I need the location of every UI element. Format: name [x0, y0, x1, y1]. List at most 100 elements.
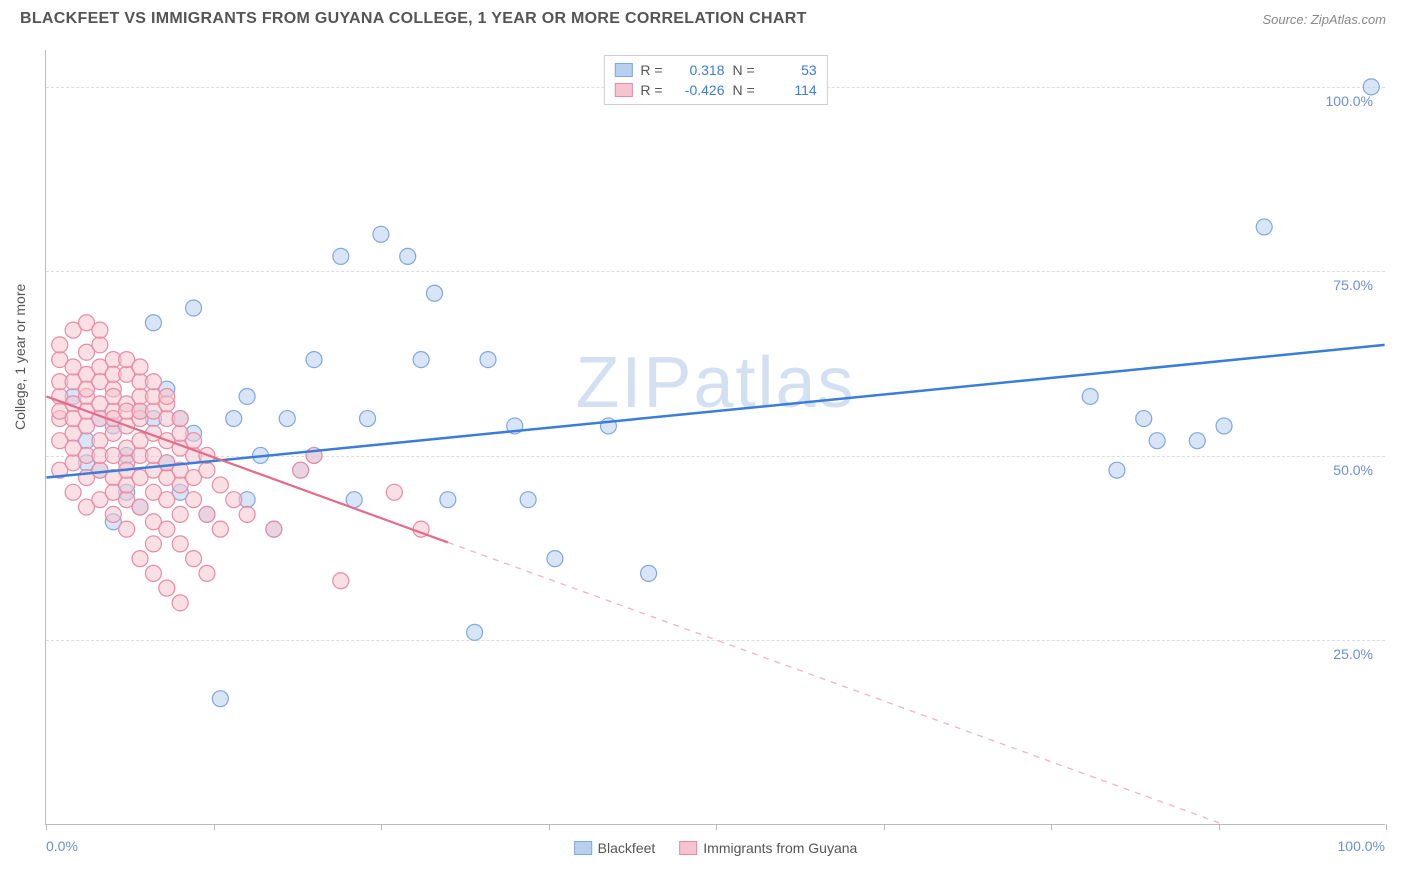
- chart-plot-area: ZIPatlas R = 0.318 N = 53 R = -0.426 N =…: [45, 50, 1385, 825]
- data-point: [172, 411, 188, 427]
- correlation-stats-box: R = 0.318 N = 53 R = -0.426 N = 114: [603, 55, 827, 105]
- r-value: 0.318: [671, 62, 725, 78]
- data-point: [172, 536, 188, 552]
- data-point: [186, 551, 202, 567]
- data-point: [145, 565, 161, 581]
- data-point: [105, 506, 121, 522]
- legend-label: Immigrants from Guyana: [703, 840, 857, 856]
- data-point: [159, 492, 175, 508]
- n-value: 53: [763, 62, 817, 78]
- n-value: 114: [763, 82, 817, 98]
- data-point: [239, 506, 255, 522]
- legend-label: Blackfeet: [598, 840, 656, 856]
- data-point: [467, 624, 483, 640]
- data-point: [132, 551, 148, 567]
- trend-line-dashed: [448, 542, 1385, 824]
- data-point: [159, 580, 175, 596]
- r-label: R =: [640, 82, 662, 98]
- r-label: R =: [640, 62, 662, 78]
- data-point: [1149, 433, 1165, 449]
- x-tick: [1051, 824, 1052, 830]
- data-point: [199, 565, 215, 581]
- trend-line: [46, 345, 1384, 478]
- data-point: [212, 691, 228, 707]
- data-point: [199, 506, 215, 522]
- chart-source: Source: ZipAtlas.com: [1262, 12, 1386, 27]
- data-point: [547, 551, 563, 567]
- data-point: [641, 565, 657, 581]
- r-value: -0.426: [671, 82, 725, 98]
- n-label: N =: [733, 82, 755, 98]
- chart-title: BLACKFEET VS IMMIGRANTS FROM GUYANA COLL…: [20, 10, 807, 28]
- x-tick: [1386, 824, 1387, 830]
- legend-item: Immigrants from Guyana: [679, 840, 857, 856]
- x-tick-label: 100.0%: [1338, 838, 1385, 854]
- x-tick: [381, 824, 382, 830]
- data-point: [145, 315, 161, 331]
- stats-row: R = 0.318 N = 53: [614, 60, 816, 80]
- n-label: N =: [733, 62, 755, 78]
- data-point: [1136, 411, 1152, 427]
- data-point: [480, 352, 496, 368]
- data-point: [119, 521, 135, 537]
- data-point: [159, 388, 175, 404]
- data-point: [1109, 462, 1125, 478]
- data-point: [360, 411, 376, 427]
- stats-row: R = -0.426 N = 114: [614, 80, 816, 100]
- data-point: [132, 359, 148, 375]
- data-point: [186, 433, 202, 449]
- data-point: [226, 492, 242, 508]
- data-point: [145, 536, 161, 552]
- y-axis-label: College, 1 year or more: [12, 284, 28, 430]
- data-point: [333, 248, 349, 264]
- x-tick: [46, 824, 47, 830]
- x-tick: [549, 824, 550, 830]
- data-point: [92, 337, 108, 353]
- data-point: [1256, 219, 1272, 235]
- data-point: [306, 352, 322, 368]
- data-point: [520, 492, 536, 508]
- data-point: [239, 388, 255, 404]
- data-point: [159, 521, 175, 537]
- data-point: [212, 521, 228, 537]
- data-point: [172, 506, 188, 522]
- data-point: [1189, 433, 1205, 449]
- bottom-legend: Blackfeet Immigrants from Guyana: [574, 840, 858, 856]
- data-point: [373, 226, 389, 242]
- data-point: [266, 521, 282, 537]
- x-tick-label: 0.0%: [46, 838, 78, 854]
- series-swatch: [679, 841, 697, 855]
- data-point: [186, 300, 202, 316]
- data-point: [199, 462, 215, 478]
- x-tick: [716, 824, 717, 830]
- data-point: [440, 492, 456, 508]
- data-point: [1216, 418, 1232, 434]
- chart-header: BLACKFEET VS IMMIGRANTS FROM GUYANA COLL…: [0, 0, 1406, 36]
- scatter-svg: [46, 50, 1385, 824]
- data-point: [413, 352, 429, 368]
- data-point: [52, 337, 68, 353]
- data-point: [386, 484, 402, 500]
- x-tick: [1219, 824, 1220, 830]
- data-point: [226, 411, 242, 427]
- data-point: [293, 462, 309, 478]
- data-point: [132, 499, 148, 515]
- series-swatch: [574, 841, 592, 855]
- data-point: [172, 595, 188, 611]
- legend-item: Blackfeet: [574, 840, 656, 856]
- data-point: [65, 484, 81, 500]
- data-point: [92, 322, 108, 338]
- series-swatch: [614, 83, 632, 97]
- data-point: [426, 285, 442, 301]
- data-point: [186, 492, 202, 508]
- data-point: [212, 477, 228, 493]
- x-tick: [884, 824, 885, 830]
- series-swatch: [614, 63, 632, 77]
- data-point: [1363, 79, 1379, 95]
- data-point: [333, 573, 349, 589]
- x-tick: [214, 824, 215, 830]
- data-point: [400, 248, 416, 264]
- data-point: [1082, 388, 1098, 404]
- data-point: [279, 411, 295, 427]
- data-point: [145, 374, 161, 390]
